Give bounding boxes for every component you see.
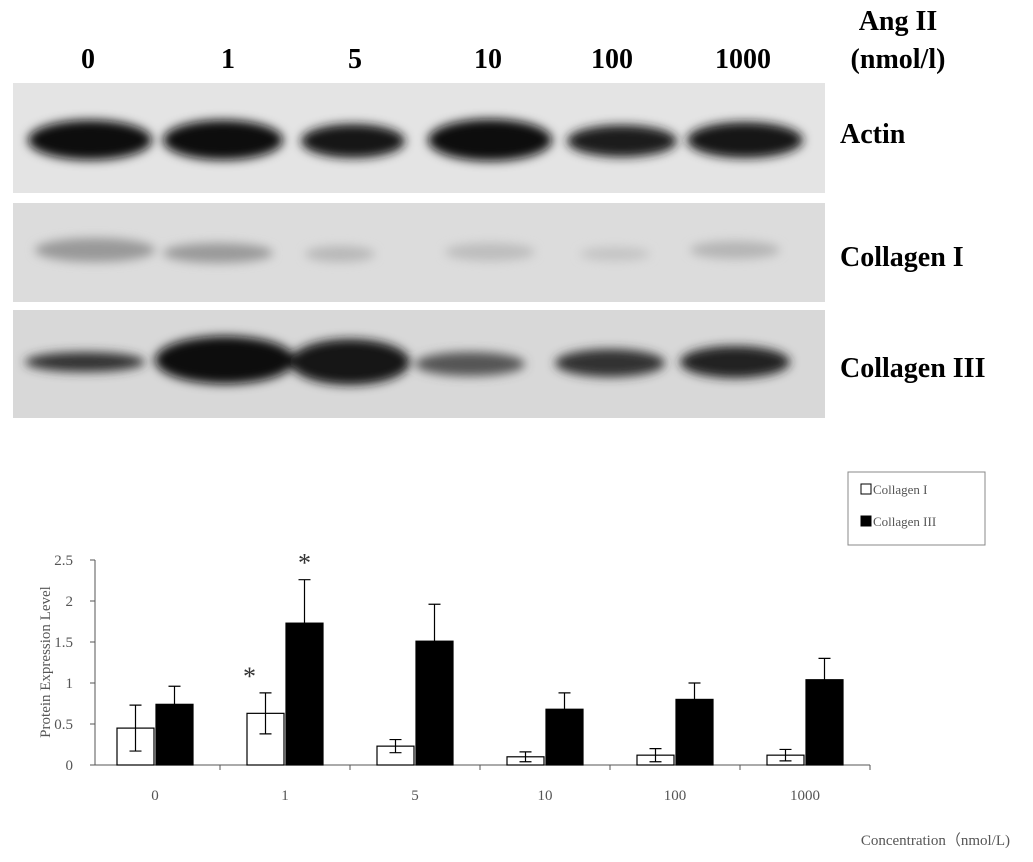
blot-panels [13,83,825,418]
bar [415,640,454,766]
x-tick-label: 1000 [790,788,820,804]
error-bar [779,748,792,762]
error-bar [649,748,662,763]
lane-label: 0 [81,44,95,75]
y-tick-label: 0 [66,758,74,774]
x-axis-label: Concentration（nmol/L) [861,832,1010,849]
treatment-label: Ang II [859,6,938,37]
lane-label: 10 [474,44,502,75]
bar [545,708,584,766]
lane-label: 1000 [715,44,771,75]
lane-label: 100 [591,44,633,75]
row-label: Collagen I [840,242,964,273]
error-bar [389,738,402,754]
legend-label: Collagen I [873,482,928,497]
error-bar [259,692,272,735]
bar [805,679,844,766]
y-tick-label: 1 [66,676,74,692]
y-axis-label: Protein Expression Level [38,586,54,738]
x-tick-label: 5 [411,788,419,804]
bar [675,698,714,766]
unit-label: (nmol/l) [851,44,946,75]
y-tick-label: 2 [66,594,74,610]
error-bar [519,751,532,763]
x-tick-label: 1 [281,788,289,804]
significance-marker: * [298,549,311,578]
lane-label: 1 [221,44,235,75]
legend-label: Collagen III [873,514,936,529]
significance-marker: * [243,662,256,691]
y-tick-label: 0.5 [54,717,73,733]
bar [155,703,194,766]
row-label: Actin [840,119,906,150]
legend-swatch [860,515,872,527]
x-tick-label: 0 [151,788,159,804]
error-bar [129,704,142,752]
bands [25,119,803,385]
lane-label: 5 [348,44,362,75]
legend-swatch [860,483,872,495]
y-tick-label: 2.5 [54,553,73,569]
bar [285,622,324,766]
x-tick-label: 100 [664,788,687,804]
x-tick-label: 10 [538,788,553,804]
row-label: Collagen III [840,353,985,384]
y-tick-label: 1.5 [54,635,73,651]
